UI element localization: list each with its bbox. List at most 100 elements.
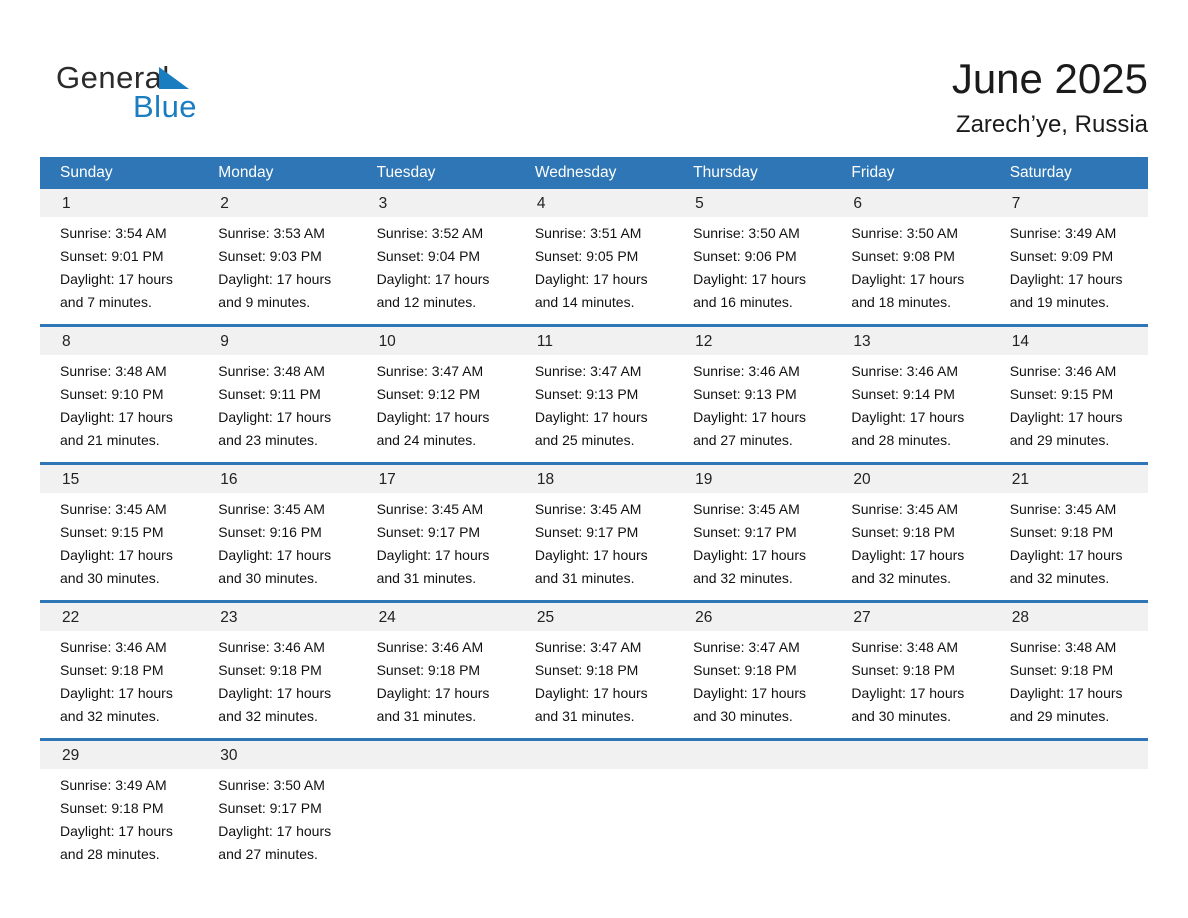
daylight-text-line2: and 18 minutes. bbox=[851, 294, 952, 310]
sunset-text: Sunset: 9:18 PM bbox=[376, 662, 481, 678]
sun-info: Sunrise: 3:50 AM Sunset: 9:06 PM Daylight:… bbox=[693, 222, 823, 314]
sunrise-text: Sunrise: 3:45 AM bbox=[60, 501, 167, 517]
day-cell-14: 14 Sunrise: 3:46 AM Sunset: 9:15 PM Dayligh… bbox=[990, 327, 1148, 462]
daylight-text-line2: and 30 minutes. bbox=[693, 708, 793, 724]
sunrise-text: Sunrise: 3:46 AM bbox=[60, 639, 167, 655]
daylight-text-line1: Daylight: 17 hours bbox=[1009, 409, 1123, 425]
daylight-text-line2: and 32 minutes. bbox=[693, 570, 793, 586]
sunset-text: Sunset: 9:03 PM bbox=[218, 248, 322, 264]
day-number: 7 bbox=[1011, 195, 1021, 212]
sun-info: Sunrise: 3:47 AM Sunset: 9:18 PM Daylight:… bbox=[693, 636, 823, 728]
empty-day-cell bbox=[673, 741, 831, 876]
sunset-text: Sunset: 9:11 PM bbox=[218, 386, 321, 402]
daylight-text-line1: Daylight: 17 hours bbox=[851, 271, 965, 287]
sunset-text: Sunset: 9:18 PM bbox=[851, 524, 955, 540]
sun-info: Sunrise: 3:48 AM Sunset: 9:10 PM Daylight:… bbox=[60, 360, 190, 452]
sunrise-text: Sunrise: 3:48 AM bbox=[1009, 639, 1117, 655]
day-cell-30: 30 Sunrise: 3:50 AM Sunset: 9:17 PM Dayligh… bbox=[198, 741, 356, 876]
sun-info: Sunrise: 3:46 AM Sunset: 9:15 PM Daylight:… bbox=[1010, 360, 1140, 452]
sunrise-text: Sunrise: 3:47 AM bbox=[534, 639, 642, 655]
daylight-text-line1: Daylight: 17 hours bbox=[693, 409, 806, 425]
sunset-text: Sunset: 9:01 PM bbox=[60, 248, 164, 264]
daylight-text-line2: and 32 minutes. bbox=[218, 708, 318, 724]
day-number: 20 bbox=[853, 471, 871, 488]
sun-info: Sunrise: 3:52 AM Sunset: 9:04 PM Daylight:… bbox=[377, 222, 507, 314]
daylight-text-line1: Daylight: 17 hours bbox=[534, 409, 648, 425]
sun-info: Sunrise: 3:45 AM Sunset: 9:18 PM Daylight:… bbox=[1010, 498, 1140, 590]
empty-day-cell bbox=[990, 741, 1148, 876]
sunrise-text: Sunrise: 3:48 AM bbox=[851, 639, 959, 655]
sun-info: Sunrise: 3:50 AM Sunset: 9:08 PM Daylight:… bbox=[851, 222, 981, 314]
daylight-text-line1: Daylight: 17 hours bbox=[1009, 547, 1123, 563]
sunset-text: Sunset: 9:15 PM bbox=[1009, 386, 1114, 402]
day-cell-6: 6 Sunrise: 3:50 AM Sunset: 9:08 PM Daylight… bbox=[831, 189, 989, 324]
day-cell-15: 15 Sunrise: 3:45 AM Sunset: 9:15 PM Dayligh… bbox=[40, 465, 198, 600]
sunrise-text: Sunrise: 3:47 AM bbox=[376, 363, 484, 379]
daylight-text-line2: and 30 minutes. bbox=[851, 708, 952, 724]
weekday-header-monday: Monday bbox=[218, 164, 274, 181]
daylight-text-line2: and 32 minutes. bbox=[60, 708, 160, 724]
day-number: 11 bbox=[536, 333, 553, 350]
sun-info: Sunrise: 3:47 AM Sunset: 9:12 PM Daylight:… bbox=[377, 360, 507, 452]
sun-info: Sunrise: 3:51 AM Sunset: 9:05 PM Daylight:… bbox=[535, 222, 665, 314]
weekday-header-thursday: Thursday bbox=[693, 164, 758, 181]
day-number: 21 bbox=[1011, 471, 1029, 488]
daylight-text-line2: and 28 minutes. bbox=[60, 846, 160, 862]
sun-info: Sunrise: 3:48 AM Sunset: 9:18 PM Daylight:… bbox=[1010, 636, 1140, 728]
day-number: 26 bbox=[695, 609, 713, 626]
day-number: 5 bbox=[695, 195, 704, 212]
day-cell-10: 10 Sunrise: 3:47 AM Sunset: 9:12 PM Dayligh… bbox=[357, 327, 515, 462]
daylight-text-line2: and 7 minutes. bbox=[60, 294, 152, 310]
calendar-table: Sunday Monday Tuesday Wednesday Thursday Frid… bbox=[40, 157, 1148, 876]
logo-flag-triangle-icon bbox=[159, 67, 189, 89]
day-number: 30 bbox=[220, 747, 238, 764]
sun-info: Sunrise: 3:49 AM Sunset: 9:18 PM Daylight:… bbox=[60, 774, 190, 866]
sun-info: Sunrise: 3:46 AM Sunset: 9:18 PM Daylight:… bbox=[60, 636, 190, 728]
day-cell-11: 11 Sunrise: 3:47 AM Sunset: 9:13 PM Dayligh… bbox=[515, 327, 673, 462]
week-row-4: 22 Sunrise: 3:46 AM Sunset: 9:18 PM Dayligh… bbox=[40, 600, 1148, 738]
day-cell-25: 25 Sunrise: 3:47 AM Sunset: 9:18 PM Dayligh… bbox=[515, 603, 673, 738]
day-number: 27 bbox=[853, 609, 871, 626]
sun-info: Sunrise: 3:48 AM Sunset: 9:11 PM Daylight:… bbox=[218, 360, 348, 452]
sunrise-text: Sunrise: 3:46 AM bbox=[218, 639, 325, 655]
daylight-text-line2: and 21 minutes. bbox=[60, 432, 160, 448]
sun-info: Sunrise: 3:49 AM Sunset: 9:09 PM Daylight:… bbox=[1010, 222, 1140, 314]
day-cell-18: 18 Sunrise: 3:45 AM Sunset: 9:17 PM Dayligh… bbox=[515, 465, 673, 600]
sun-info: Sunrise: 3:45 AM Sunset: 9:18 PM Daylight:… bbox=[851, 498, 981, 590]
daylight-text-line2: and 23 minutes. bbox=[218, 432, 318, 448]
day-number: 19 bbox=[695, 471, 713, 488]
sunset-text: Sunset: 9:15 PM bbox=[60, 524, 164, 540]
sunrise-text: Sunrise: 3:50 AM bbox=[693, 225, 800, 241]
daylight-text-line2: and 24 minutes. bbox=[376, 432, 477, 448]
daylight-text-line2: and 31 minutes. bbox=[376, 708, 477, 724]
sunset-text: Sunset: 9:18 PM bbox=[60, 800, 164, 816]
sunrise-text: Sunrise: 3:50 AM bbox=[851, 225, 959, 241]
general-blue-logo: General Blue bbox=[56, 60, 276, 125]
daylight-text-line1: Daylight: 17 hours bbox=[851, 685, 965, 701]
empty-day-cell bbox=[831, 741, 989, 876]
sun-info: Sunrise: 3:46 AM Sunset: 9:14 PM Daylight:… bbox=[851, 360, 981, 452]
day-number: 25 bbox=[536, 609, 555, 626]
sunset-text: Sunset: 9:09 PM bbox=[1009, 248, 1114, 264]
daylight-text-line1: Daylight: 17 hours bbox=[60, 271, 173, 287]
sunset-text: Sunset: 9:18 PM bbox=[534, 662, 639, 678]
sunrise-text: Sunrise: 3:51 AM bbox=[534, 225, 642, 241]
daylight-text-line1: Daylight: 17 hours bbox=[60, 547, 173, 563]
logo-text-blue: Blue bbox=[133, 89, 198, 124]
location-subtitle: Zarech’ye, Russia bbox=[955, 111, 1148, 139]
day-number: 14 bbox=[1011, 333, 1029, 350]
day-cell-28: 28 Sunrise: 3:48 AM Sunset: 9:18 PM Dayligh… bbox=[990, 603, 1148, 738]
day-number: 28 bbox=[1011, 609, 1029, 626]
daylight-text-line1: Daylight: 17 hours bbox=[60, 409, 173, 425]
sun-info: Sunrise: 3:47 AM Sunset: 9:18 PM Daylight:… bbox=[535, 636, 665, 728]
day-number: 4 bbox=[536, 195, 546, 212]
sunrise-text: Sunrise: 3:49 AM bbox=[60, 777, 167, 793]
day-number: 1 bbox=[62, 195, 71, 212]
day-number: 13 bbox=[853, 333, 871, 350]
daylight-text-line2: and 27 minutes. bbox=[218, 846, 318, 862]
sunset-text: Sunset: 9:10 PM bbox=[60, 386, 164, 402]
sunrise-text: Sunrise: 3:45 AM bbox=[534, 501, 642, 517]
sunrise-text: Sunrise: 3:48 AM bbox=[218, 363, 325, 379]
day-cell-22: 22 Sunrise: 3:46 AM Sunset: 9:18 PM Dayligh… bbox=[40, 603, 198, 738]
sun-info: Sunrise: 3:46 AM Sunset: 9:18 PM Daylight:… bbox=[377, 636, 507, 728]
